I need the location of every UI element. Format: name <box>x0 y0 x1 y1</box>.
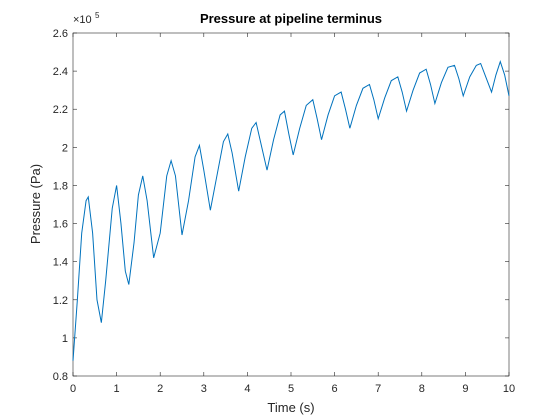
data-line <box>72 59 510 361</box>
y-tick-label: 0.8 <box>53 371 68 383</box>
y-tick-label: 1.2 <box>53 295 68 307</box>
x-tick-label: 0 <box>70 383 76 395</box>
chart-title: Pressure at pipeline terminus <box>200 11 382 26</box>
y-tick-label: 2.4 <box>53 66 68 78</box>
y-tick-label: 1.6 <box>53 219 68 231</box>
x-tick-label: 10 <box>503 383 515 395</box>
axes-box <box>72 32 510 377</box>
x-tick-label: 5 <box>288 383 294 395</box>
x-tick-label: 3 <box>201 383 207 395</box>
x-tick-label: 6 <box>332 383 338 395</box>
y-tick-label: 1.4 <box>53 257 68 269</box>
x-tick-label: 1 <box>114 383 120 395</box>
x-tick-label: 8 <box>419 383 425 395</box>
y-tick-label: 1.8 <box>53 180 68 192</box>
y-tick-label: 2.6 <box>53 28 68 40</box>
x-tick-label: 4 <box>244 383 250 395</box>
y-tick-label: 1 <box>62 333 68 345</box>
y-multiplier: ×10 <box>73 14 92 26</box>
y-multiplier-exponent: 5 <box>95 11 100 20</box>
y-tick-label: 2.2 <box>53 104 68 116</box>
x-tick-label: 7 <box>375 383 381 395</box>
x-axis-label: Time (s) <box>267 400 314 415</box>
y-tick-label: 2 <box>62 142 68 154</box>
y-axis-label: Pressure (Pa) <box>28 164 43 244</box>
x-tick-label: 9 <box>462 383 468 395</box>
x-tick-label: 2 <box>157 383 163 395</box>
